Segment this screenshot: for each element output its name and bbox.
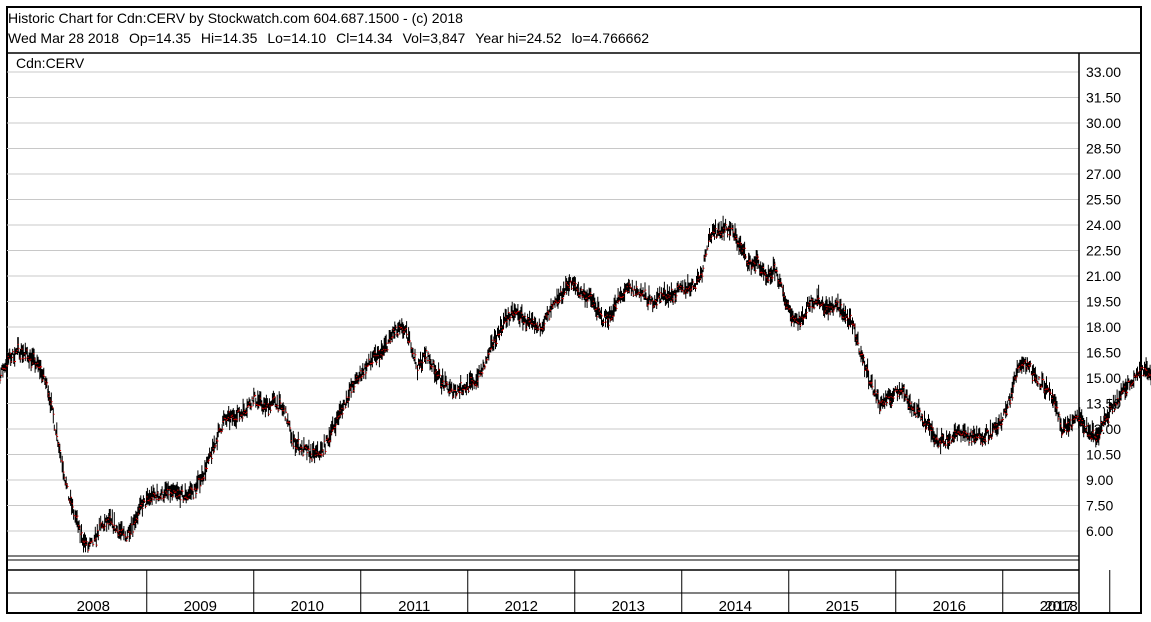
y-tick-label: 28.50 <box>1086 141 1121 157</box>
y-tick-label: 13.50 <box>1086 396 1121 412</box>
x-tick-label: 2008 <box>77 598 110 615</box>
x-tick-label: 2013 <box>612 598 645 615</box>
x-tick-label: 2015 <box>826 598 859 615</box>
y-tick-label: 25.50 <box>1086 192 1121 208</box>
y-axis: 6.00 7.50 9.00 10.50 12.00 13.50 15.00 16.50 18.… <box>1086 64 1121 539</box>
chart-header-quote: Wed Mar 28 2018 Op=14.35 Hi=14.35 Lo=14.10 C… <box>8 30 659 46</box>
y-tick-label: 19.50 <box>1086 294 1121 310</box>
quote-year-low: lo=4.766662 <box>571 30 650 46</box>
x-axis: 2008 2009 2010 2011 2012 2013 2014 2015 2016 2017… <box>77 570 1111 615</box>
y-tick-label: 24.00 <box>1086 217 1121 233</box>
x-tick-label: 2014 <box>719 598 752 615</box>
y-tick-label: 21.00 <box>1086 268 1121 284</box>
y-tick-label: 16.50 <box>1086 345 1121 361</box>
y-tick-label: 27.00 <box>1086 166 1121 182</box>
y-tick-label: 15.00 <box>1086 370 1121 386</box>
y-tick-label: 6.00 <box>1086 523 1113 539</box>
y-tick-label: 30.00 <box>1086 115 1121 131</box>
chart-frame <box>6 6 1142 614</box>
x-tick-label: 2009 <box>184 598 217 615</box>
grid-lines <box>7 71 1079 532</box>
x-tick-label: 2016 <box>933 598 966 615</box>
chart-header-title: Historic Chart for Cdn:CERV by Stockwatc… <box>8 10 463 26</box>
quote-low: Lo=14.10 <box>267 30 327 46</box>
y-tick-label: 9.00 <box>1086 472 1113 488</box>
chart-symbol-label: Cdn:CERV <box>16 55 85 71</box>
price-close-ticks <box>0 224 1151 551</box>
y-tick-label: 10.50 <box>1086 447 1121 463</box>
y-tick-label: 12.00 <box>1086 421 1121 437</box>
y-tick-label: 7.50 <box>1086 498 1113 514</box>
quote-volume: Vol=3,847 <box>402 30 466 46</box>
x-tick-label: 2011 <box>398 598 430 615</box>
x-tick-label: 2017 <box>1040 598 1073 615</box>
x-tick-label: 2018 <box>1044 598 1077 615</box>
y-tick-label: 22.50 <box>1086 243 1121 259</box>
y-tick-label: 18.00 <box>1086 319 1121 335</box>
price-series <box>0 215 1151 553</box>
y-tick-label: 33.00 <box>1086 64 1121 80</box>
quote-close: Cl=14.34 <box>336 30 393 46</box>
quote-date: Wed Mar 28 2018 <box>8 30 120 46</box>
quote-high: Hi=14.35 <box>200 30 258 46</box>
x-tick-label: 2010 <box>291 598 324 615</box>
quote-year-high: Year hi=24.52 <box>475 30 562 46</box>
quote-open: Op=14.35 <box>129 30 191 46</box>
x-tick-label: 2012 <box>505 598 538 615</box>
plot-frame <box>7 52 1142 614</box>
y-tick-label: 31.50 <box>1086 90 1121 106</box>
price-high-low-bars <box>0 215 1151 553</box>
